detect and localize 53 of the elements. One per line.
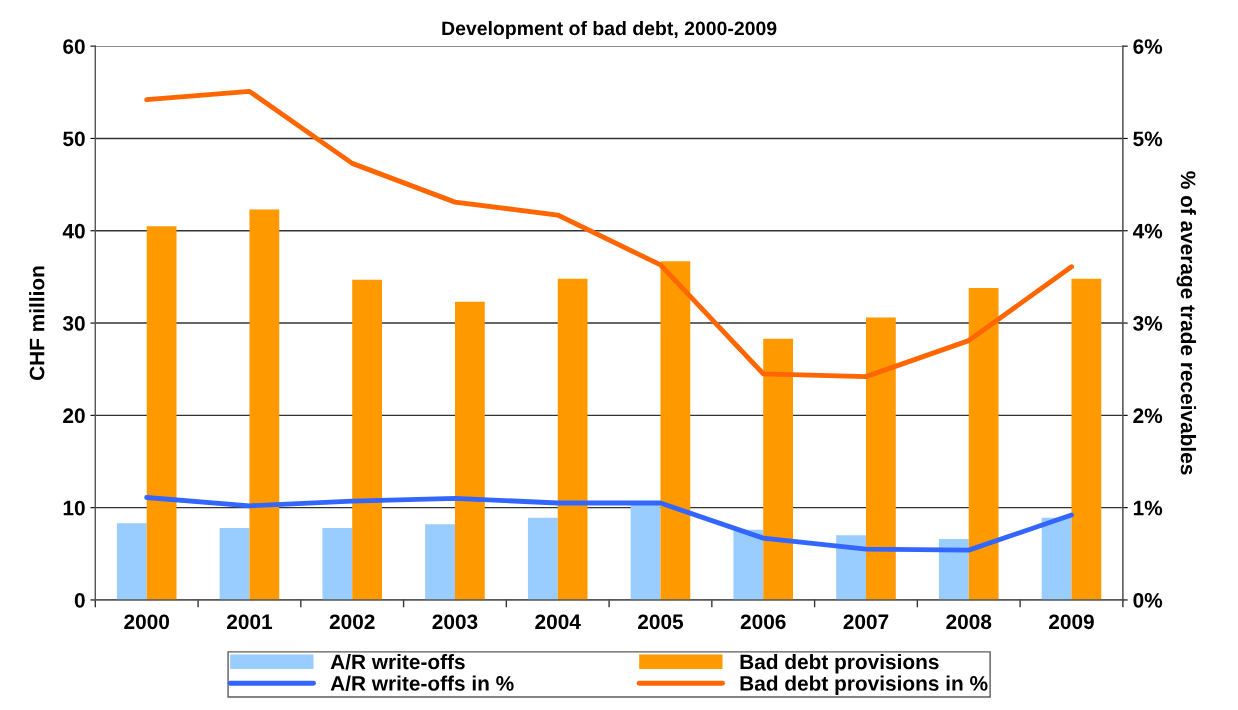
- y2-tick-label: 1%: [1133, 500, 1163, 516]
- bar: [557, 278, 588, 600]
- chart-title: Development of bad debt, 2000-2009: [442, 20, 777, 40]
- bar: [454, 301, 485, 600]
- y2-tick-label: 3%: [1133, 316, 1163, 331]
- y-tick-label: 40: [62, 223, 85, 239]
- bar: [836, 535, 866, 600]
- x-tick-label: 2006: [740, 614, 786, 630]
- legend-label: A/R write-offs: [330, 653, 465, 670]
- x-tick-label: 2005: [638, 614, 684, 630]
- bar: [865, 317, 896, 600]
- y2-tick-label: 0%: [1133, 592, 1163, 608]
- x-tick-label: 2004: [535, 614, 581, 630]
- bar: [425, 524, 455, 600]
- bar: [527, 517, 558, 600]
- y-axis-title: CHF million: [29, 266, 45, 381]
- y2-tick-label: 5%: [1133, 131, 1163, 147]
- bar: [219, 527, 250, 600]
- y-tick-label: 50: [63, 131, 85, 147]
- bar: [352, 279, 383, 600]
- bar: [763, 338, 794, 600]
- y-tick-label: 0: [74, 592, 85, 608]
- bar: [146, 226, 177, 600]
- x-tick-label: 2007: [843, 614, 889, 630]
- y-tick-label: 30: [62, 316, 85, 331]
- bar: [630, 504, 661, 600]
- x-tick-label: 2001: [227, 614, 273, 630]
- bar: [249, 209, 280, 600]
- bar: [1041, 517, 1072, 600]
- line-series: [144, 495, 1074, 553]
- bar: [660, 261, 691, 600]
- bar: [733, 529, 764, 600]
- y-tick-label: 10: [63, 500, 85, 516]
- bar: [116, 523, 147, 600]
- x-tick-label: 2000: [124, 614, 170, 630]
- x-tick-label: 2003: [432, 614, 478, 630]
- y-tick-label: 20: [63, 408, 85, 424]
- y2-axis-title: % of average trade receivables: [1176, 171, 1197, 475]
- bar: [322, 527, 353, 600]
- legend-label: A/R write-offs in %: [330, 675, 514, 691]
- y-tick-label: 60: [63, 39, 85, 54]
- bar: [1071, 278, 1102, 600]
- bar: [968, 287, 999, 600]
- bar: [938, 539, 969, 600]
- x-tick-label: 2002: [329, 614, 375, 630]
- legend-label: Bad debt provisions: [740, 653, 939, 674]
- x-tick-label: 2008: [946, 614, 992, 630]
- y2-tick-label: 2%: [1133, 408, 1163, 424]
- legend-label: Bad debt provisions in %: [740, 675, 988, 695]
- y2-tick-label: 4%: [1132, 223, 1163, 239]
- x-tick-label: 2009: [1049, 614, 1094, 630]
- line-series: [144, 88, 1074, 380]
- y2-tick-label: 6%: [1133, 39, 1163, 54]
